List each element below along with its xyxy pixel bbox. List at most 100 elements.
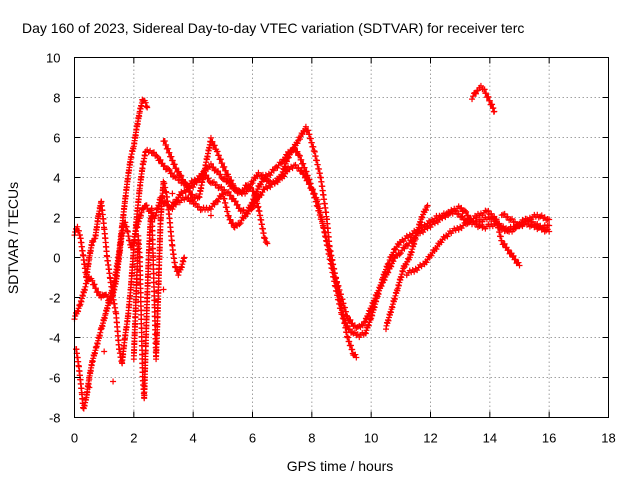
data-point-track-5	[264, 240, 271, 247]
data-point-track-2	[151, 149, 158, 156]
data-point-track-6	[189, 197, 196, 204]
data-point-track-8	[516, 262, 523, 269]
data-point-track-10	[491, 108, 498, 115]
data-point-track-8	[433, 246, 440, 253]
data-point-track-10	[485, 93, 492, 100]
data-point-track-2	[205, 175, 212, 182]
data-point-track-2	[346, 326, 353, 333]
grid	[74, 57, 609, 418]
data-point-track-6	[289, 145, 296, 152]
data-point-track-5	[178, 172, 185, 179]
data-point-track-6	[288, 148, 295, 155]
data-point-track-10	[469, 96, 476, 103]
y-tick-label: 4	[53, 171, 60, 186]
data-point-track-6	[207, 206, 214, 213]
data-point-track-3	[300, 160, 307, 167]
data-point-track-8	[510, 252, 517, 259]
data-point-track-5	[214, 148, 221, 155]
data-point-track-6	[169, 206, 176, 213]
data-point-track-2	[258, 192, 265, 199]
data-point-track-8	[512, 256, 519, 263]
data-point-track-5	[175, 168, 182, 175]
data-point-track-6	[211, 201, 218, 208]
x-tick-label: 0	[71, 431, 78, 446]
data-point-track-6	[267, 172, 274, 179]
data-point-track-2	[154, 153, 161, 160]
data-point-track-3	[296, 152, 303, 159]
data-point-track-6	[257, 181, 264, 188]
chart-title: Day 160 of 2023, Sidereal Day-to-day VTE…	[22, 20, 524, 36]
data-point-track-2	[546, 228, 553, 235]
data-point-track-6	[254, 189, 261, 196]
data-point-track-6	[302, 123, 309, 130]
data-point-isolated	[169, 190, 176, 197]
data-point-track-5	[171, 161, 178, 168]
data-point-track-2	[227, 192, 234, 199]
data-point-track-5	[166, 149, 173, 156]
x-tick-label: 4	[190, 431, 197, 446]
data-point-track-3	[391, 255, 398, 262]
data-point-track-2	[166, 166, 173, 173]
data-point-track-3	[89, 277, 96, 284]
data-point-track-8	[501, 240, 508, 247]
data-point-track-6	[250, 196, 257, 203]
data-point-track-4	[175, 272, 182, 279]
data-point-track-3	[455, 210, 462, 217]
data-point-track-3	[91, 281, 98, 288]
data-point-track-3	[255, 169, 262, 176]
data-point-track-6	[352, 351, 359, 358]
data-point-isolated	[160, 286, 167, 293]
data-point-track-7	[423, 207, 430, 214]
x-tick-label: 18	[601, 431, 615, 446]
data-point-track-5	[215, 152, 222, 159]
data-point-track-7	[424, 202, 431, 209]
data-point-track-5	[209, 138, 216, 145]
y-axis-label: SDTVAR / TECUs	[5, 182, 21, 294]
data-point-track-8	[412, 265, 419, 272]
data-point-track-3	[347, 316, 354, 323]
data-point-track-8	[428, 252, 435, 259]
data-point-track-9	[504, 213, 511, 220]
data-point-track-8	[485, 207, 492, 214]
data-point-track-6	[244, 210, 251, 217]
data-point-track-3	[143, 202, 150, 209]
data-point-track-8	[498, 237, 505, 244]
data-point-track-5	[262, 235, 269, 242]
data-point-track-5	[207, 134, 214, 141]
data-point-track-5	[179, 176, 186, 183]
data-point-track-5	[232, 184, 239, 191]
data-point-track-8	[488, 210, 495, 217]
data-point-track-5	[185, 184, 192, 191]
x-tick-label: 10	[364, 431, 378, 446]
data-point-track-3	[249, 180, 256, 187]
data-marks	[71, 82, 553, 412]
data-point-track-2	[292, 161, 299, 168]
data-point-track-3	[397, 250, 404, 257]
data-point-track-9	[509, 215, 516, 222]
data-point-track-6	[274, 164, 281, 171]
data-point-track-1	[144, 104, 151, 111]
y-tick-label: -8	[49, 411, 61, 426]
data-point-track-3	[93, 285, 100, 292]
data-point-track-5	[248, 184, 255, 191]
data-point-track-5	[211, 142, 218, 149]
data-point-track-6	[196, 203, 203, 210]
data-point-track-3	[95, 288, 102, 295]
data-point-track-10	[489, 101, 496, 108]
axis-ticks	[74, 57, 609, 418]
data-point-isolated	[110, 378, 117, 385]
data-point-track-2	[168, 170, 175, 177]
data-point-track-6	[296, 136, 303, 143]
data-point-track-2	[295, 164, 302, 171]
data-point-track-10	[477, 82, 484, 89]
data-point-track-3	[364, 313, 371, 320]
x-tick-label: 14	[483, 431, 497, 446]
data-point-track-6	[227, 216, 234, 223]
data-point-track-5	[163, 141, 170, 148]
data-point-track-6	[281, 157, 288, 164]
data-point-track-3	[452, 207, 459, 214]
data-point-track-8	[438, 239, 445, 246]
data-point-track-2	[221, 186, 228, 193]
data-point-track-2	[161, 162, 168, 169]
data-point-track-5	[169, 157, 176, 164]
